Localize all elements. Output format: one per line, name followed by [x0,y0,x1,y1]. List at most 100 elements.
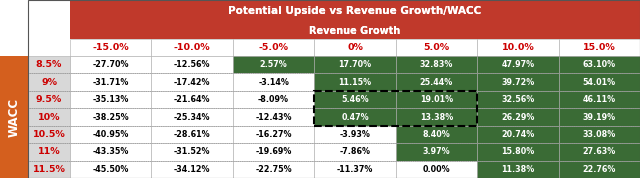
Bar [559,56,640,74]
Text: -3.14%: -3.14% [258,78,289,87]
Bar [396,143,477,161]
Text: 10.5%: 10.5% [33,130,65,139]
Text: 10%: 10% [38,112,60,122]
Bar [152,91,233,108]
Bar [233,161,314,178]
Text: -10.0%: -10.0% [174,43,211,52]
Bar [70,0,640,22]
Text: -5.0%: -5.0% [259,43,289,52]
Bar [0,56,28,178]
Bar [559,143,640,161]
Text: 15.0%: 15.0% [583,43,616,52]
Bar [0,17,70,56]
Text: 0.00%: 0.00% [422,165,451,174]
Bar [396,39,477,56]
Text: -16.27%: -16.27% [255,130,292,139]
Bar [233,126,314,143]
Text: -12.56%: -12.56% [174,60,211,69]
Bar [70,143,152,161]
Text: 39.19%: 39.19% [583,112,616,122]
Text: 11.38%: 11.38% [501,165,534,174]
Text: 39.72%: 39.72% [501,78,534,87]
Bar [233,56,314,74]
Text: Revenue Growth: Revenue Growth [309,25,401,35]
Text: Potential Upside vs Revenue Growth/WACC: Potential Upside vs Revenue Growth/WACC [228,6,482,16]
Text: 19.01%: 19.01% [420,95,453,104]
Bar [233,91,314,108]
Text: 5.46%: 5.46% [341,95,369,104]
Text: 8.40%: 8.40% [422,130,451,139]
Bar [70,108,152,126]
Text: -15.0%: -15.0% [92,43,129,52]
Text: -17.42%: -17.42% [174,78,211,87]
Bar [314,56,396,74]
Text: 46.11%: 46.11% [583,95,616,104]
Bar [70,161,152,178]
Bar [559,161,640,178]
Text: -28.61%: -28.61% [174,130,211,139]
Text: -34.12%: -34.12% [174,165,211,174]
Text: 15.80%: 15.80% [501,147,534,156]
Text: -7.86%: -7.86% [339,147,371,156]
Text: 22.76%: 22.76% [582,165,616,174]
Text: -12.43%: -12.43% [255,112,292,122]
Bar [152,74,233,91]
Bar [70,22,640,39]
Text: 11.5%: 11.5% [33,165,65,174]
Text: 63.10%: 63.10% [583,60,616,69]
Text: 54.01%: 54.01% [583,78,616,87]
Text: 10.0%: 10.0% [502,43,534,52]
Bar [396,74,477,91]
Bar [396,126,477,143]
Text: -19.69%: -19.69% [255,147,292,156]
Bar [559,74,640,91]
Text: WACC: WACC [8,97,20,137]
Text: -31.71%: -31.71% [93,78,129,87]
Bar [396,56,477,74]
Text: 17.70%: 17.70% [339,60,372,69]
Text: 2.57%: 2.57% [260,60,287,69]
Bar [477,56,559,74]
Text: 32.56%: 32.56% [501,95,534,104]
Bar [70,39,152,56]
Bar [28,56,70,74]
Bar [70,91,152,108]
Text: Potential Upside vs Revenue Growth/WACC: Potential Upside vs Revenue Growth/WACC [228,6,482,16]
Bar [314,108,396,126]
Bar [233,108,314,126]
Text: 26.29%: 26.29% [501,112,534,122]
Bar [28,126,70,143]
Text: 0.47%: 0.47% [341,112,369,122]
Bar [314,39,396,56]
Bar [477,126,559,143]
Bar [233,143,314,161]
Text: 9%: 9% [41,78,57,87]
Bar [233,39,314,56]
Text: -35.13%: -35.13% [93,95,129,104]
Bar [314,91,396,108]
Bar [559,39,640,56]
Bar [477,74,559,91]
Bar [28,91,70,108]
Bar [70,56,152,74]
Text: 0%: 0% [347,43,363,52]
Text: 5.0%: 5.0% [424,43,449,52]
Bar [28,161,70,178]
Bar [396,108,477,126]
Text: -27.70%: -27.70% [92,60,129,69]
Bar [152,161,233,178]
Text: Revenue Growth: Revenue Growth [309,25,401,35]
Bar [152,108,233,126]
Text: 11.15%: 11.15% [339,78,372,87]
Bar [233,74,314,91]
Text: 25.44%: 25.44% [420,78,453,87]
Bar [28,74,70,91]
Text: -38.25%: -38.25% [92,112,129,122]
Text: 20.74%: 20.74% [501,130,534,139]
Bar [559,91,640,108]
Bar [70,126,152,143]
Bar [314,143,396,161]
Text: -31.52%: -31.52% [174,147,211,156]
Bar [477,39,559,56]
Bar [477,143,559,161]
